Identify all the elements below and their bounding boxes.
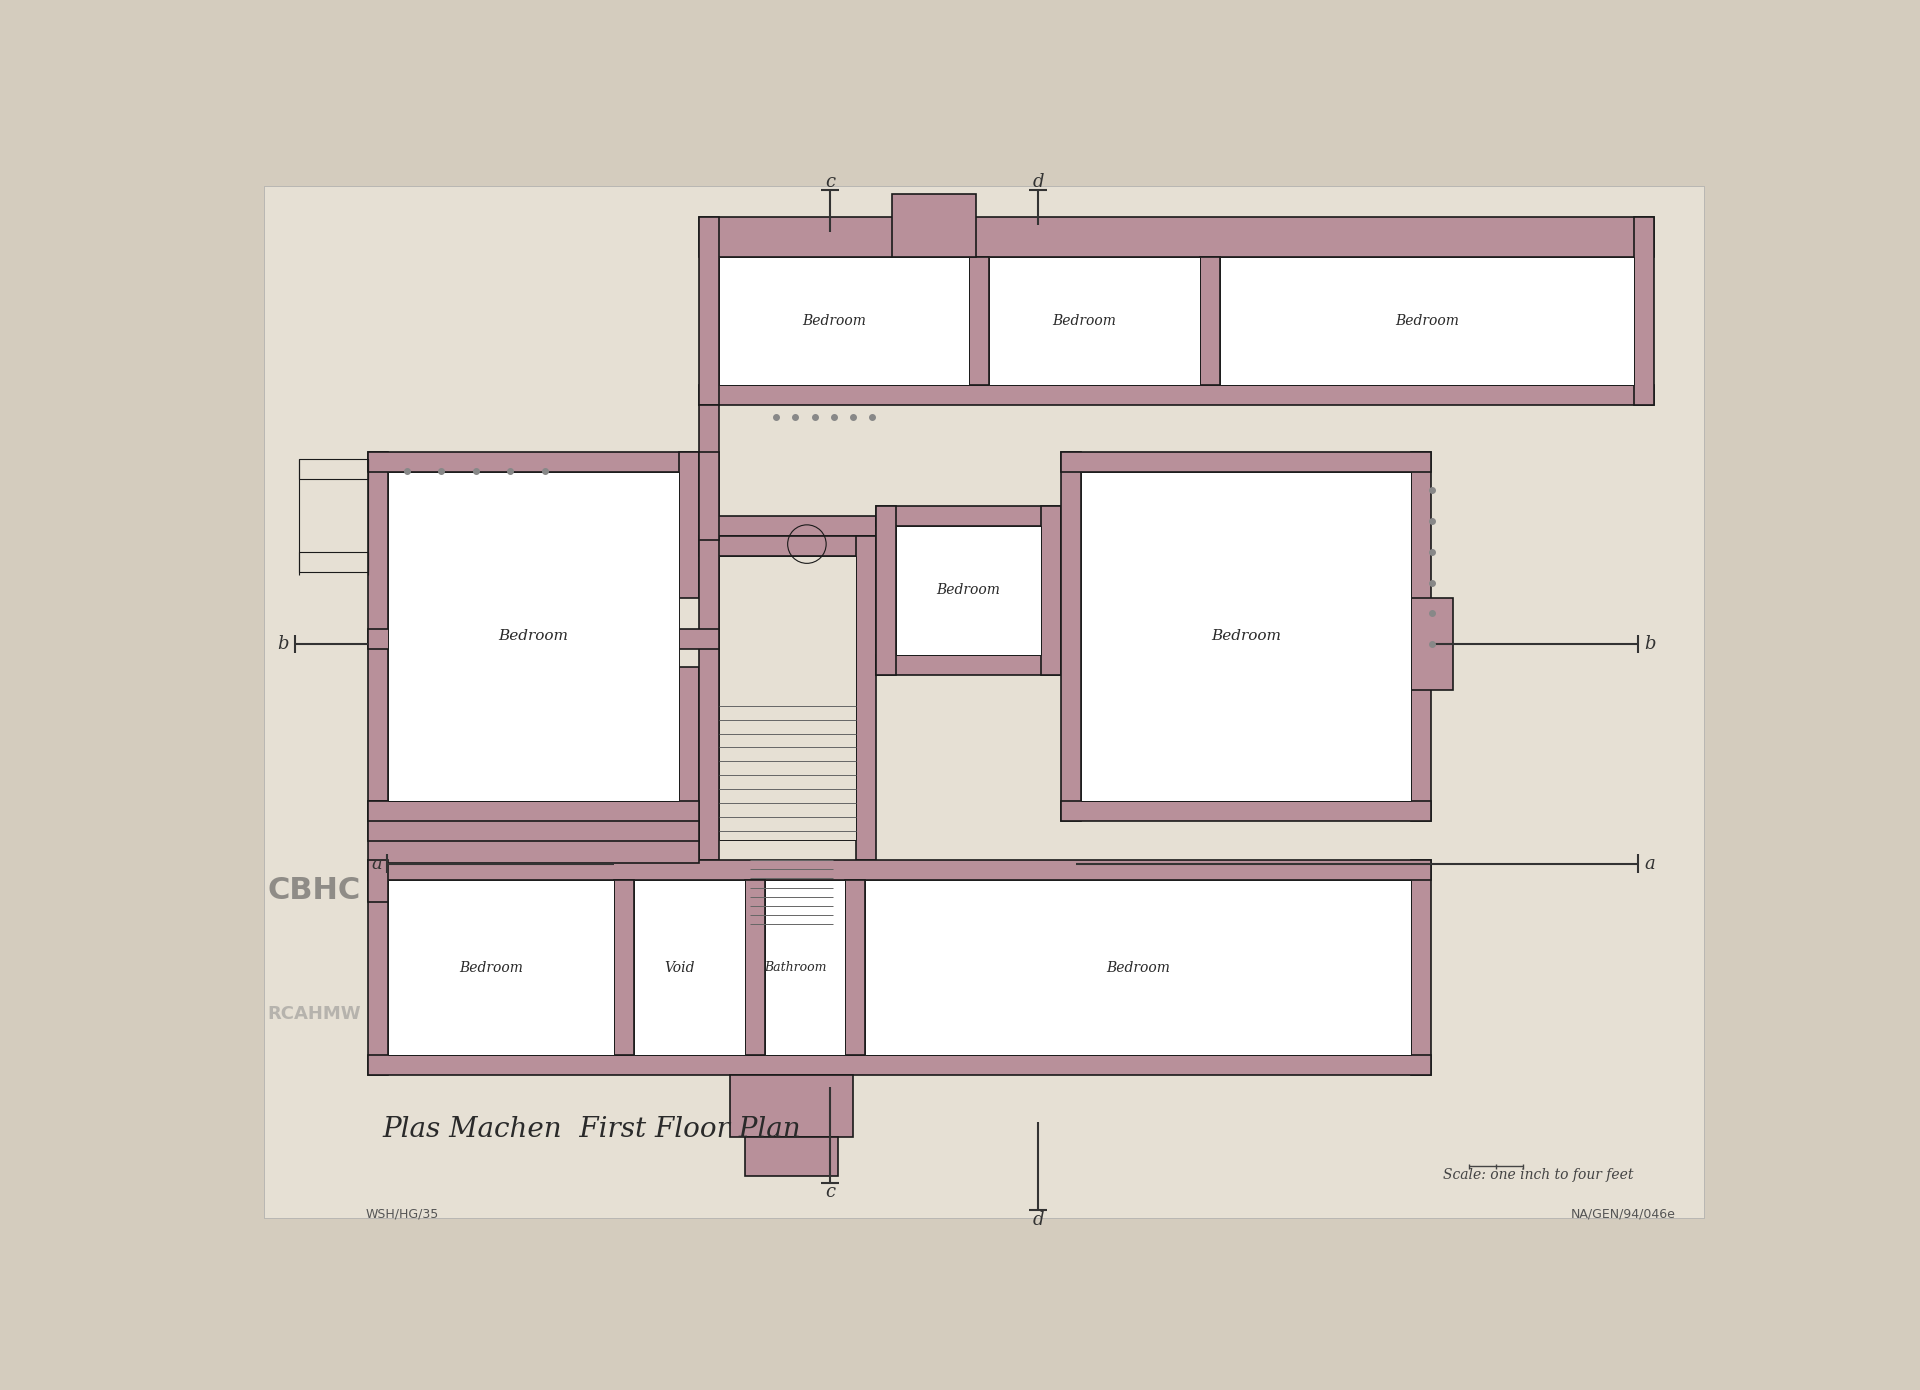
Bar	[699, 217, 1653, 257]
Bar	[891, 193, 975, 257]
Text: Bathroom: Bathroom	[764, 960, 828, 974]
Bar	[680, 452, 699, 598]
Text: CBHC: CBHC	[267, 876, 361, 905]
Text: c: c	[826, 174, 835, 192]
Bar	[369, 860, 388, 902]
Bar	[1062, 801, 1430, 821]
Bar	[745, 1137, 837, 1176]
Bar	[876, 506, 1062, 525]
Text: Bedroom: Bedroom	[459, 960, 522, 974]
Bar	[699, 406, 720, 537]
Bar	[699, 516, 876, 537]
Bar	[1634, 217, 1653, 406]
Bar	[369, 860, 388, 1076]
Bar	[856, 537, 876, 860]
Bar	[766, 880, 845, 1055]
Bar	[866, 880, 1411, 1055]
Text: Bedroom: Bedroom	[1052, 314, 1116, 328]
Bar	[876, 506, 897, 676]
Text: Coflein.gov.uk: Coflein.gov.uk	[419, 1005, 563, 1023]
Bar	[745, 880, 766, 1055]
Bar	[720, 556, 856, 840]
Bar	[897, 525, 1041, 655]
Bar	[699, 385, 1653, 406]
Bar	[614, 880, 634, 1055]
Text: Bedroom: Bedroom	[1106, 960, 1169, 974]
Bar	[1062, 452, 1081, 821]
Bar	[699, 537, 720, 860]
Bar	[699, 452, 720, 541]
Bar	[369, 821, 699, 841]
Bar	[369, 452, 699, 471]
Text: Scale: one inch to four feet: Scale: one inch to four feet	[1444, 1169, 1634, 1183]
Bar	[699, 537, 876, 556]
Bar	[680, 667, 699, 821]
Bar	[300, 460, 369, 480]
Text: Bedroom: Bedroom	[499, 630, 568, 644]
Bar	[1062, 452, 1430, 471]
Bar	[1081, 471, 1411, 801]
Bar	[1411, 598, 1453, 691]
Bar	[699, 217, 720, 406]
Bar	[876, 655, 1062, 676]
Text: b: b	[278, 635, 290, 653]
Bar	[369, 628, 720, 649]
Text: Bedroom: Bedroom	[937, 584, 1000, 598]
Text: d: d	[1033, 1211, 1044, 1229]
Text: Void: Void	[664, 960, 695, 974]
Bar	[730, 1076, 852, 1137]
Bar	[369, 860, 1430, 880]
Text: NA/GEN/94/046e: NA/GEN/94/046e	[1571, 1208, 1676, 1220]
Text: Bedroom: Bedroom	[1394, 314, 1459, 328]
Bar	[968, 257, 989, 385]
Text: Bedroom: Bedroom	[1212, 630, 1281, 644]
Bar	[1411, 860, 1430, 1076]
Bar	[1041, 506, 1062, 676]
Bar	[1411, 452, 1430, 821]
Bar	[634, 880, 745, 1055]
Text: a: a	[372, 855, 382, 873]
Bar	[369, 452, 388, 821]
Bar	[300, 552, 369, 571]
Text: a: a	[1645, 855, 1655, 873]
Bar	[388, 471, 680, 801]
Bar	[369, 801, 699, 821]
Text: d: d	[1033, 174, 1044, 192]
Bar	[845, 880, 866, 1055]
Bar	[1219, 257, 1634, 385]
Text: b: b	[1644, 635, 1655, 653]
Text: WSH/HG/35: WSH/HG/35	[367, 1208, 440, 1220]
Bar	[388, 880, 614, 1055]
Bar	[989, 257, 1200, 385]
Text: c: c	[826, 1183, 835, 1201]
Bar	[369, 1055, 1430, 1076]
Bar	[369, 801, 699, 863]
Text: Bedroom: Bedroom	[803, 314, 866, 328]
Text: Plas Machen  First Floor Plan: Plas Machen First Floor Plan	[382, 1116, 801, 1143]
Bar	[720, 257, 968, 385]
Text: RCAHMW: RCAHMW	[267, 1005, 361, 1023]
Bar	[1200, 257, 1219, 385]
